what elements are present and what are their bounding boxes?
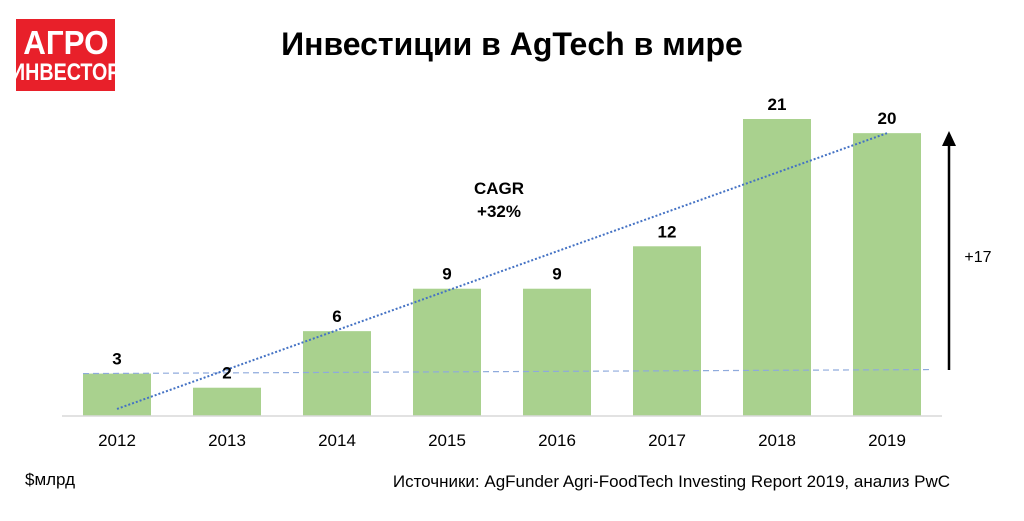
- growth-label: +17: [964, 249, 991, 266]
- x-tick-2012: 2012: [98, 431, 136, 450]
- x-tick-2016: 2016: [538, 431, 576, 450]
- bar-2014: [303, 331, 371, 416]
- data-label-2012: 3: [112, 350, 121, 369]
- data-label-2018: 21: [768, 95, 787, 114]
- x-tick-2014: 2014: [318, 431, 356, 450]
- growth-arrow-head: [942, 131, 956, 146]
- data-label-2013: 2: [222, 364, 231, 383]
- agroinvestor-logo: АГРО ИНВЕСТОР: [11, 19, 120, 91]
- bar-2015: [413, 288, 481, 416]
- data-label-2017: 12: [658, 222, 677, 241]
- x-tick-2017: 2017: [648, 431, 686, 450]
- cagr-trend-line: [116, 132, 888, 410]
- x-tick-2015: 2015: [428, 431, 466, 450]
- bar-2017: [633, 246, 701, 416]
- x-tick-2013: 2013: [208, 431, 246, 450]
- logo-line-1: АГРО: [22, 23, 109, 61]
- bar-2013: [193, 387, 261, 416]
- x-tick-2019: 2019: [868, 431, 906, 450]
- data-label-2019: 20: [878, 109, 897, 128]
- bar-2012: [83, 373, 151, 416]
- source-note: Источники: AgFunder Agri-FoodTech Invest…: [392, 472, 950, 491]
- chart-title: Инвестиции в AgTech в мире: [281, 26, 743, 62]
- data-label-2016: 9: [552, 265, 561, 284]
- data-label-2015: 9: [442, 265, 451, 284]
- logo-line-2: ИНВЕСТОР: [10, 58, 121, 86]
- cagr-value: +32%: [477, 202, 521, 221]
- reference-dashed-line: [82, 368, 931, 375]
- bar-2018: [743, 119, 811, 416]
- bar-2016: [523, 288, 591, 416]
- x-tick-2018: 2018: [758, 431, 796, 450]
- unit-label: $млрд: [25, 470, 76, 489]
- data-label-2014: 6: [332, 307, 341, 326]
- bar-2019: [853, 133, 921, 416]
- cagr-label: CAGR: [474, 179, 524, 198]
